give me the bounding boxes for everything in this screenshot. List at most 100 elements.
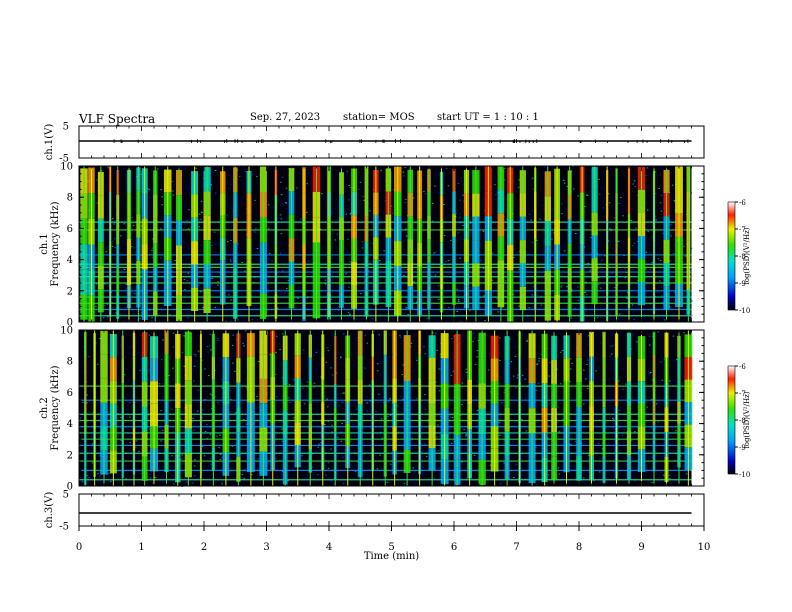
noise-speck	[571, 362, 573, 364]
noise-speck	[586, 191, 588, 193]
noise-speck	[287, 480, 289, 482]
noise-speck	[600, 187, 603, 189]
noise-speck	[135, 264, 137, 266]
noise-speck	[544, 484, 546, 486]
noise-speck	[97, 218, 99, 220]
noise-speck	[586, 293, 588, 295]
noise-speck	[311, 253, 314, 254]
noise-speck	[373, 320, 375, 322]
noise-speck	[343, 392, 345, 394]
noise-speck	[280, 233, 283, 235]
noise-speck	[462, 341, 464, 342]
noise-speck	[518, 250, 521, 252]
noise-speck	[404, 166, 406, 168]
noise-speck	[513, 477, 515, 478]
noise-speck	[630, 283, 632, 285]
noise-speck	[276, 335, 278, 337]
noise-speck	[202, 298, 204, 299]
noise-speck	[517, 374, 519, 376]
noise-speck	[366, 410, 369, 412]
noise-speck	[286, 208, 288, 210]
noise-speck	[253, 277, 256, 279]
noise-speck	[282, 176, 284, 178]
noise-speck	[612, 345, 614, 347]
noise-speck	[194, 424, 197, 426]
noise-speck	[424, 443, 426, 445]
noise-speck	[634, 186, 637, 187]
noise-speck	[589, 269, 591, 271]
noise-speck	[570, 443, 572, 445]
noise-speck	[497, 311, 499, 313]
noise-speck	[113, 223, 115, 225]
noise-speck	[347, 250, 349, 252]
noise-speck	[661, 193, 664, 195]
noise-speck	[562, 176, 564, 178]
noise-speck	[158, 177, 161, 178]
noise-speck	[379, 314, 382, 316]
noise-speck	[315, 451, 317, 453]
noise-speck	[450, 375, 453, 377]
noise-speck	[231, 344, 234, 346]
noise-speck	[402, 364, 404, 366]
noise-speck	[597, 277, 600, 278]
noise-speck	[312, 478, 314, 480]
noise-speck	[498, 457, 500, 458]
noise-speck	[404, 219, 406, 221]
noise-speck	[383, 250, 385, 252]
noise-speck	[690, 318, 693, 320]
noise-speck	[650, 372, 652, 373]
noise-speck	[132, 224, 135, 226]
noise-speck	[174, 279, 176, 281]
y-tick-label: 0	[67, 318, 73, 329]
noise-speck	[380, 283, 383, 285]
noise-speck	[655, 403, 658, 405]
noise-speck	[448, 370, 451, 371]
noise-speck	[530, 179, 533, 181]
noise-speck	[447, 261, 449, 263]
noise-speck	[415, 340, 418, 342]
noise-speck	[196, 360, 198, 362]
noise-speck	[631, 311, 634, 313]
noise-speck	[242, 304, 244, 306]
noise-speck	[337, 219, 339, 221]
noise-speck	[620, 211, 623, 213]
noise-speck	[330, 298, 332, 300]
noise-speck	[172, 367, 174, 369]
noise-speck	[135, 352, 138, 354]
noise-speck	[197, 344, 200, 346]
noise-speck	[227, 241, 229, 243]
noise-speck	[462, 242, 465, 244]
noise-speck	[254, 231, 256, 233]
noise-speck	[280, 218, 282, 220]
noise-speck	[107, 352, 109, 354]
noise-speck	[325, 361, 328, 363]
noise-speck	[274, 481, 277, 483]
noise-speck	[392, 189, 395, 191]
noise-speck	[422, 348, 425, 349]
noise-speck	[334, 208, 336, 210]
noise-speck	[476, 356, 478, 358]
noise-speck	[343, 333, 345, 335]
noise-speck	[194, 475, 196, 477]
noise-speck	[267, 204, 270, 206]
noise-speck	[240, 314, 242, 316]
noise-speck	[523, 422, 526, 424]
noise-speck	[241, 311, 243, 313]
noise-speck	[537, 364, 539, 366]
noise-speck	[81, 334, 83, 336]
noise-speck	[648, 345, 651, 347]
noise-speck	[500, 307, 503, 309]
noise-speck	[562, 418, 564, 420]
noise-speck	[456, 311, 458, 312]
noise-speck	[557, 402, 559, 404]
noise-speck	[662, 373, 665, 375]
noise-speck	[437, 424, 439, 426]
noise-speck	[132, 228, 135, 230]
noise-speck	[463, 458, 465, 460]
noise-speck	[296, 187, 298, 189]
noise-speck	[607, 401, 609, 403]
noise-speck	[462, 225, 464, 226]
noise-speck	[481, 301, 483, 303]
noise-speck	[378, 185, 381, 187]
noise-speck	[416, 166, 418, 168]
